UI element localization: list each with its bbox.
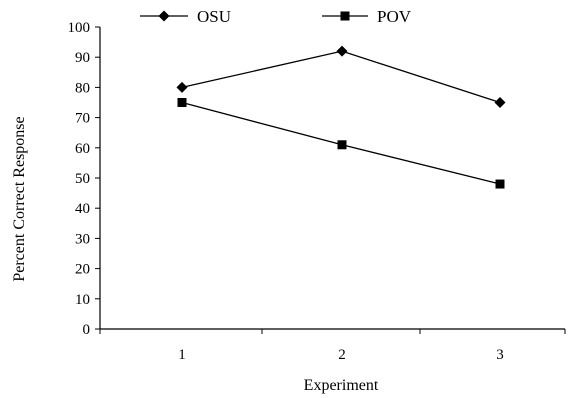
x-tick-label: 2 <box>338 347 346 363</box>
series-line <box>181 50 501 104</box>
legend-label: OSU <box>197 7 231 26</box>
y-tick-label: 0 <box>83 322 91 338</box>
y-axis-title: Percent Correct Response <box>11 116 28 281</box>
series-osu <box>176 45 506 108</box>
y-tick-label: 100 <box>68 20 91 36</box>
legend-marker <box>158 10 170 22</box>
y-tick-label: 70 <box>75 111 90 127</box>
x-axis: 1 2 3 <box>99 328 566 363</box>
series-pov <box>177 98 505 189</box>
y-tick-label: 80 <box>75 80 90 96</box>
legend-label: POV <box>377 7 412 26</box>
data-point <box>494 97 506 108</box>
y-tick-label: 40 <box>75 201 90 217</box>
series-layer <box>176 45 506 189</box>
data-point <box>336 45 348 57</box>
y-tick-label: 50 <box>75 171 90 187</box>
data-point <box>177 98 187 107</box>
x-axis-title: Experiment <box>304 377 379 394</box>
x-tick-label: 1 <box>178 347 186 363</box>
y-tick-label: 10 <box>75 292 90 308</box>
y-axis: 0 10 20 30 40 50 60 70 80 90 100 <box>68 20 101 338</box>
legend-item-pov: POV <box>322 7 412 26</box>
y-tick-label: 90 <box>75 50 90 66</box>
x-tick-label: 3 <box>496 347 504 363</box>
data-point <box>495 179 505 189</box>
y-tick-label: 60 <box>75 141 90 157</box>
legend: OSU POV <box>140 7 412 26</box>
data-point <box>337 140 347 150</box>
y-tick-label: 20 <box>75 262 90 278</box>
legend-marker <box>340 11 350 21</box>
y-tick-label: 30 <box>75 231 90 247</box>
data-point <box>176 81 188 93</box>
legend-item-osu: OSU <box>140 7 231 26</box>
